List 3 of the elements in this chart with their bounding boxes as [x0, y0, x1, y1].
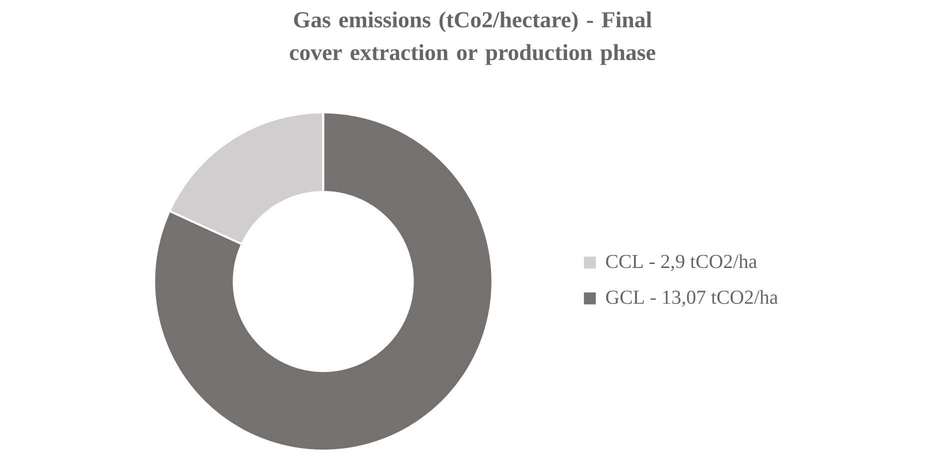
legend-label: GCL - 13,07 tCO2/ha — [606, 290, 778, 308]
legend-label: CCL - 2,9 tCO2/ha — [606, 254, 757, 272]
chart-title: Gas emissions (tCo2/hectare) - Final cover extraction or production phase — [290, 12, 656, 66]
